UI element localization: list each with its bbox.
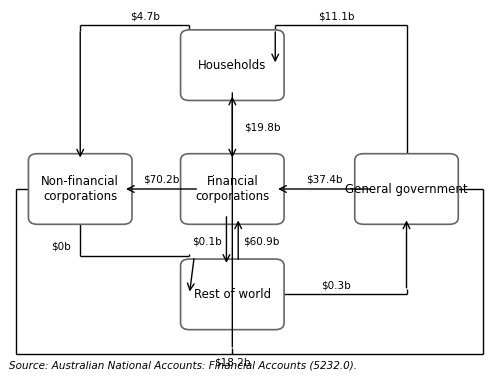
FancyBboxPatch shape bbox=[181, 154, 284, 224]
Text: Non-financial
corporations: Non-financial corporations bbox=[41, 175, 119, 203]
Text: $11.1b: $11.1b bbox=[318, 11, 354, 21]
Text: $4.7b: $4.7b bbox=[130, 11, 160, 21]
Text: $0b: $0b bbox=[51, 242, 70, 252]
Text: $18.2b: $18.2b bbox=[214, 358, 250, 368]
Text: $60.9b: $60.9b bbox=[243, 237, 279, 247]
FancyBboxPatch shape bbox=[181, 30, 284, 101]
Text: $19.8b: $19.8b bbox=[245, 122, 281, 132]
Text: $0.3b: $0.3b bbox=[321, 280, 351, 290]
Text: Rest of world: Rest of world bbox=[194, 288, 271, 301]
FancyBboxPatch shape bbox=[181, 259, 284, 330]
Text: $0.1b: $0.1b bbox=[192, 237, 222, 247]
Text: Source: Australian National Accounts: Financial Accounts (5232.0).: Source: Australian National Accounts: Fi… bbox=[9, 360, 357, 370]
FancyBboxPatch shape bbox=[28, 154, 132, 224]
Text: $70.2b: $70.2b bbox=[143, 175, 179, 185]
Text: General government: General government bbox=[345, 183, 468, 195]
Text: Financial
corporations: Financial corporations bbox=[195, 175, 269, 203]
Text: Households: Households bbox=[198, 59, 266, 72]
Text: $37.4b: $37.4b bbox=[306, 175, 343, 185]
FancyBboxPatch shape bbox=[355, 154, 458, 224]
